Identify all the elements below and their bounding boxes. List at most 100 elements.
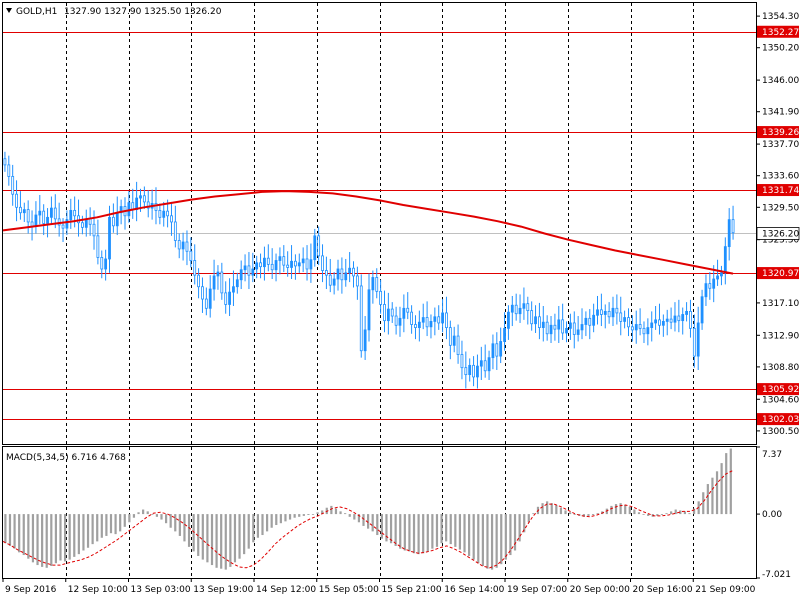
macd-bar [637, 512, 641, 515]
macd-bar [426, 514, 429, 552]
macd-bar [132, 514, 136, 518]
candle-body [390, 308, 394, 317]
candle-body [530, 310, 534, 325]
candle-body [611, 307, 615, 318]
candle-body [19, 206, 22, 214]
macd-tick-label: 0.00 [762, 510, 782, 520]
macd-bar [720, 463, 723, 515]
macd-bar [481, 514, 484, 566]
macd-bar [348, 514, 351, 517]
candle-body [278, 256, 282, 261]
candle-body [313, 235, 317, 261]
candle-body [456, 335, 460, 355]
candle-body [317, 235, 321, 257]
macd-bar [41, 514, 44, 567]
candle-body [448, 327, 452, 346]
macd-bar [210, 514, 214, 566]
macd-bar [238, 514, 241, 559]
macd-bar [353, 514, 356, 520]
macd-bar [697, 501, 700, 515]
candle-body [619, 312, 623, 322]
level-price-tag[interactable] [757, 184, 799, 197]
macd-bar [458, 514, 462, 550]
candle-body [69, 209, 73, 221]
candle-body [414, 324, 417, 328]
macd-bar [256, 514, 260, 538]
level-price-tag[interactable] [757, 383, 799, 396]
macd-bar [128, 514, 131, 523]
candle-body [228, 291, 231, 305]
macd-bar [321, 510, 324, 515]
macd-bar [302, 514, 305, 516]
candle-body [46, 216, 49, 224]
price-axis[interactable]: 1354.30 1350.20 1346.00 1341.90 1337.70 1333.… [756, 12, 799, 437]
candle-body [332, 278, 336, 286]
candle-body [665, 318, 669, 322]
candle-body [669, 318, 673, 323]
macd-bar [463, 514, 466, 553]
macd-bar [513, 514, 517, 551]
level-price-tag[interactable] [757, 267, 799, 280]
candle-body [472, 364, 475, 378]
candle-body [73, 209, 77, 217]
candle-body [445, 312, 448, 328]
price-tick-label: 1333.60 [762, 172, 799, 182]
candle-body [189, 250, 193, 261]
level-price-tag[interactable] [757, 413, 799, 426]
candle-body [3, 158, 7, 166]
macd-indicator [2, 448, 734, 570]
candle-body [433, 316, 437, 322]
level-price-label: 1305.92 [762, 385, 799, 395]
candle-body [398, 317, 402, 326]
macd-bar [279, 514, 282, 524]
horizontal-levels[interactable] [3, 32, 756, 420]
candle-body [510, 304, 514, 313]
macd-bar [288, 514, 292, 520]
candle-body [708, 283, 712, 289]
macd-bar [399, 514, 402, 549]
moving-average [2, 190, 734, 275]
candle-body [692, 327, 696, 357]
symbol-timeframe-label: GOLD,H1 [16, 7, 57, 17]
candle-body [437, 316, 441, 324]
candle-body [673, 315, 677, 323]
triangle-down-icon[interactable] [6, 8, 12, 13]
candle-body [402, 307, 406, 319]
candle-body [584, 317, 588, 325]
macd-bar [371, 514, 374, 532]
macd-title: MACD(5,34,5) 6.716 4.768 [6, 453, 126, 463]
level-price-label: 1320.97 [762, 269, 799, 279]
candle-body [162, 210, 166, 218]
candle-body [7, 164, 11, 177]
candle-body [158, 209, 162, 218]
level-price-tag[interactable] [757, 25, 799, 38]
candle-body [170, 215, 173, 223]
price-tick-label: 1350.20 [762, 44, 799, 54]
candle-body [193, 260, 197, 276]
candle-body [220, 271, 224, 294]
candle-body [689, 310, 692, 329]
macd-bar [702, 492, 705, 515]
macd-bar [192, 514, 195, 552]
candle-body [212, 275, 216, 290]
level-price-tag[interactable] [757, 126, 799, 139]
price-tick-label: 1300.50 [762, 427, 799, 437]
macd-bar [119, 514, 122, 532]
macd-bar [628, 506, 631, 515]
candle-body [371, 277, 375, 291]
macd-bar [63, 514, 67, 562]
macd-bar [518, 514, 521, 542]
macd-bar [660, 514, 664, 515]
candle-body [294, 260, 297, 267]
candle-body [507, 311, 510, 329]
macd-bar [298, 514, 301, 517]
time-tick-label: 20 Sep 16:00 [633, 585, 693, 595]
macd-signal-line [2, 469, 734, 569]
candle-body [286, 264, 290, 268]
candle-body [197, 274, 200, 288]
candle-body [88, 218, 92, 225]
price-tick-label: 1354.30 [762, 12, 799, 22]
candle-body [282, 256, 286, 266]
macd-bar [674, 509, 677, 515]
